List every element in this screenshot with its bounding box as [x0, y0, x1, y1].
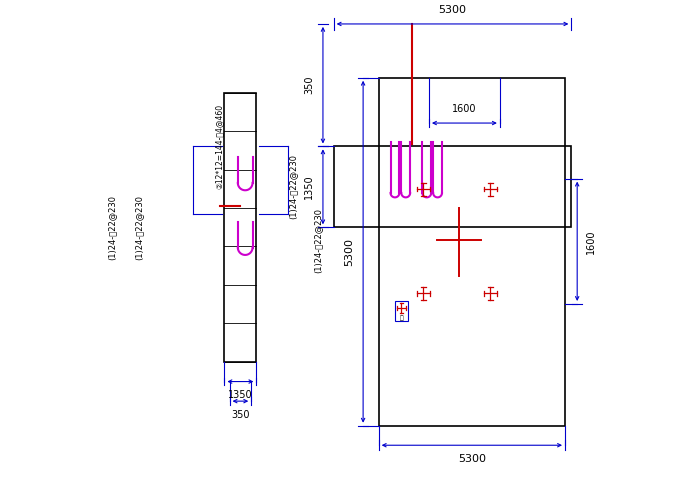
Bar — [333, 147, 571, 227]
Text: (1)24-筋22@230: (1)24-筋22@230 — [134, 195, 143, 260]
Text: (1)24-筋22@230: (1)24-筋22@230 — [289, 155, 298, 219]
Text: 5300: 5300 — [438, 5, 466, 15]
Text: 350: 350 — [304, 76, 314, 94]
Bar — [395, 301, 409, 321]
Text: (1)24-筋22@230: (1)24-筋22@230 — [107, 195, 116, 260]
Text: 5300: 5300 — [344, 238, 354, 266]
Text: 1350: 1350 — [228, 390, 253, 401]
Text: 丰: 丰 — [400, 316, 403, 321]
Text: 5300: 5300 — [458, 454, 486, 464]
Text: 1600: 1600 — [452, 104, 477, 114]
Text: 350: 350 — [231, 410, 249, 420]
Text: ②12*12=144-筋4@460: ②12*12=144-筋4@460 — [214, 104, 223, 189]
Bar — [379, 78, 565, 425]
Text: 1350: 1350 — [304, 174, 314, 199]
Text: 1600: 1600 — [586, 229, 596, 253]
Text: (1)24-筋22@230: (1)24-筋22@230 — [313, 208, 322, 273]
Bar — [225, 92, 256, 362]
